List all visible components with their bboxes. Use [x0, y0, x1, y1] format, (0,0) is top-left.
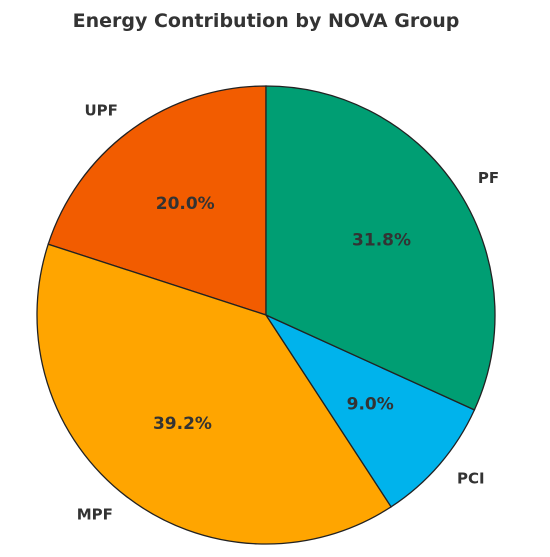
- slice-labels: UPF MPF PCI PF: [77, 102, 499, 524]
- pie-slice-mpf: [36, 243, 393, 545]
- pie-slice-pci: [264, 313, 476, 508]
- slice-percent-labels: 20.0% 39.2% 9.0% 31.8%: [153, 194, 411, 434]
- slice-percent-pf: 31.8%: [352, 231, 411, 251]
- pie-slice-pf: [265, 85, 496, 411]
- pie-slices: [36, 85, 496, 545]
- slice-percent-pci: 9.0%: [347, 395, 394, 415]
- slice-label-pf: PF: [478, 169, 499, 187]
- slice-percent-mpf: 39.2%: [153, 414, 212, 434]
- slice-percent-upf: 20.0%: [156, 194, 215, 214]
- slice-label-mpf: MPF: [77, 506, 113, 524]
- slice-label-pci: PCI: [457, 470, 485, 488]
- slice-label-upf: UPF: [85, 102, 118, 120]
- chart-title: Energy Contribution by NOVA Group: [73, 10, 460, 32]
- pie-slice-upf: [47, 85, 267, 316]
